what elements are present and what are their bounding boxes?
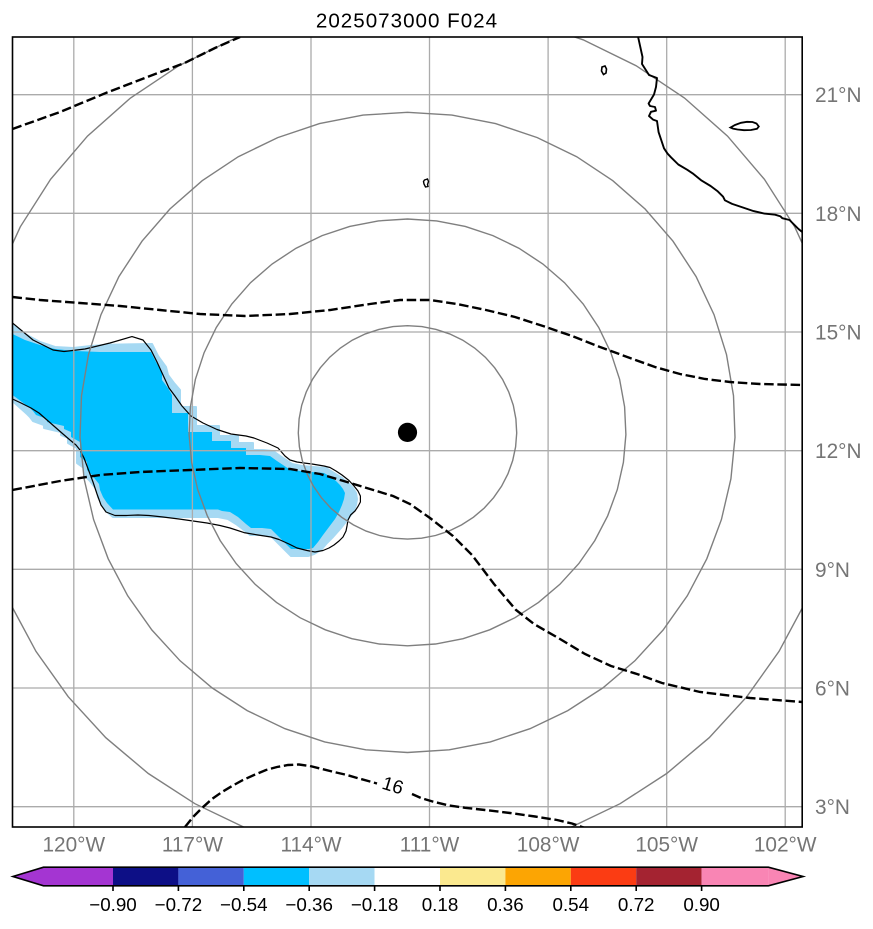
svg-text:12°N: 12°N: [815, 440, 861, 463]
svg-text:117°W: 117°W: [162, 833, 223, 856]
svg-text:108°W: 108°W: [517, 833, 580, 856]
svg-text:−0.18: −0.18: [351, 894, 399, 915]
svg-text:0.54: 0.54: [553, 894, 590, 915]
svg-text:9°N: 9°N: [815, 559, 850, 582]
svg-text:3°N: 3°N: [815, 796, 850, 819]
svg-text:15°N: 15°N: [815, 322, 861, 345]
svg-text:0.90: 0.90: [683, 894, 720, 915]
svg-text:0.72: 0.72: [618, 894, 655, 915]
svg-text:−0.72: −0.72: [155, 894, 203, 915]
svg-text:120°W: 120°W: [42, 833, 105, 856]
svg-text:0.36: 0.36: [487, 894, 524, 915]
svg-text:102°W: 102°W: [754, 833, 817, 856]
svg-text:2025073000 F024: 2025073000 F024: [316, 10, 498, 33]
svg-text:6°N: 6°N: [815, 678, 850, 701]
svg-text:21°N: 21°N: [815, 84, 861, 107]
svg-text:114°W: 114°W: [280, 833, 341, 856]
svg-text:111°W: 111°W: [400, 833, 460, 856]
svg-text:−0.54: −0.54: [220, 894, 268, 915]
svg-text:0.18: 0.18: [422, 894, 459, 915]
svg-text:105°W: 105°W: [635, 833, 698, 856]
svg-text:18°N: 18°N: [815, 203, 861, 226]
svg-text:−0.36: −0.36: [285, 894, 333, 915]
svg-text:−0.90: −0.90: [89, 894, 137, 915]
